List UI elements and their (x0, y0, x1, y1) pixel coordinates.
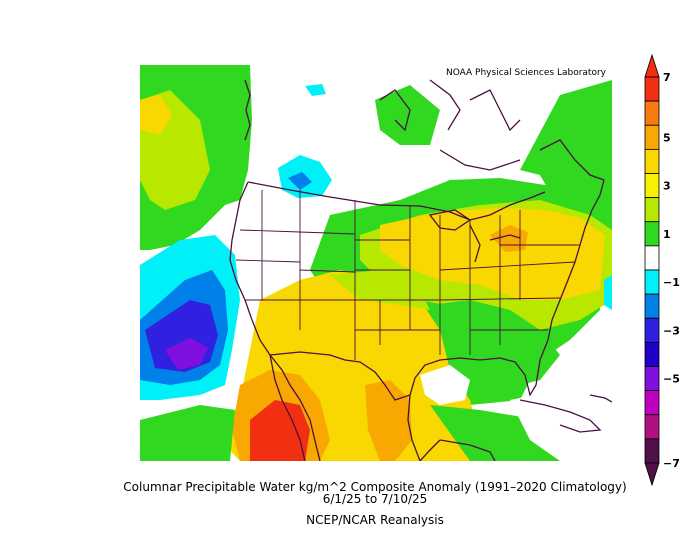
anomaly-region-arctic-cyan (305, 84, 326, 96)
anomaly-region-pacific-purple (165, 338, 208, 370)
colorbar-bin (644, 221, 660, 247)
colorbar-bin (644, 341, 660, 367)
colorbar-max-arrow (644, 53, 660, 78)
anomaly-region-baja-red (250, 400, 310, 461)
colorbar-bin (644, 245, 660, 271)
colorbar-bin (644, 414, 660, 440)
colorbar-min-arrow (644, 462, 660, 487)
colorbar-tick-label: 7 (663, 71, 671, 84)
east-coastline (547, 179, 605, 341)
colorbar-tick-label: 5 (663, 131, 671, 144)
colorbar-tick-label: −3 (663, 324, 680, 337)
mexico-gulf-coastline (407, 394, 421, 461)
colorbar-bin (644, 269, 660, 295)
hispaniola-coastline (589, 394, 612, 403)
credit-label: NOAA Physical Sciences Laboratory (446, 68, 607, 78)
colorbar-bin (644, 293, 660, 319)
caption-line1: Columnar Precipitable Water kg/m^2 Compo… (123, 480, 626, 494)
colorbar-bin (644, 124, 660, 150)
anomaly-region-east-yellow (380, 208, 605, 300)
anomaly-region-canada-blue (288, 172, 312, 190)
colorbar-bin (644, 390, 660, 416)
colorbar-bin (644, 366, 660, 392)
caption-line2: 6/1/25 to 7/10/25 (323, 492, 428, 506)
colorbar-tick-label: 3 (663, 180, 671, 193)
cuba-coastline (519, 399, 602, 433)
anomaly-region-nw-yellow (140, 95, 172, 135)
west-coastline (229, 181, 321, 461)
anomaly-region-south-green-strip (140, 405, 235, 461)
boundary-layer (229, 79, 612, 461)
anomaly-region-texas-orange (365, 380, 412, 461)
anomaly-fill-layer (140, 65, 612, 461)
colorbar-bin (644, 438, 660, 464)
colorbar-tick-label: −5 (663, 373, 680, 386)
state-lines-central (355, 205, 440, 345)
colorbar-bin (644, 76, 660, 102)
caption-line3: NCEP/NCAR Reanalysis (306, 513, 444, 527)
colorbar-bin (644, 100, 660, 126)
mexico-south-coast (419, 439, 496, 461)
gulf-coastline (409, 339, 549, 397)
colorbar-bin (644, 197, 660, 223)
colorbar (644, 53, 660, 487)
anomaly-region-atlantic-cyan (604, 275, 612, 310)
great-lakes (428, 209, 521, 263)
us-canada-border (247, 181, 546, 221)
colorbar-tick-label: 1 (663, 228, 671, 241)
state-lines-west (235, 190, 356, 360)
colorbar-tick-label: −1 (663, 276, 680, 289)
colorbar-bin (644, 317, 660, 343)
colorbar-tick-labels: 7 5 3 1 −1 −3 −5 −7 (663, 71, 680, 470)
colorbar-tick-label: −7 (663, 457, 680, 470)
canada-arctic-coast (244, 79, 605, 181)
state-lines-east (439, 210, 580, 355)
anomaly-region-southeast-green (430, 300, 560, 390)
us-mexico-border (269, 351, 411, 401)
colorbar-bin (644, 173, 660, 199)
anomaly-region-canada-green (375, 85, 440, 145)
anomaly-region-gulf-white (420, 365, 470, 405)
colorbar-bin (644, 148, 660, 174)
baja-coastline (269, 354, 306, 461)
